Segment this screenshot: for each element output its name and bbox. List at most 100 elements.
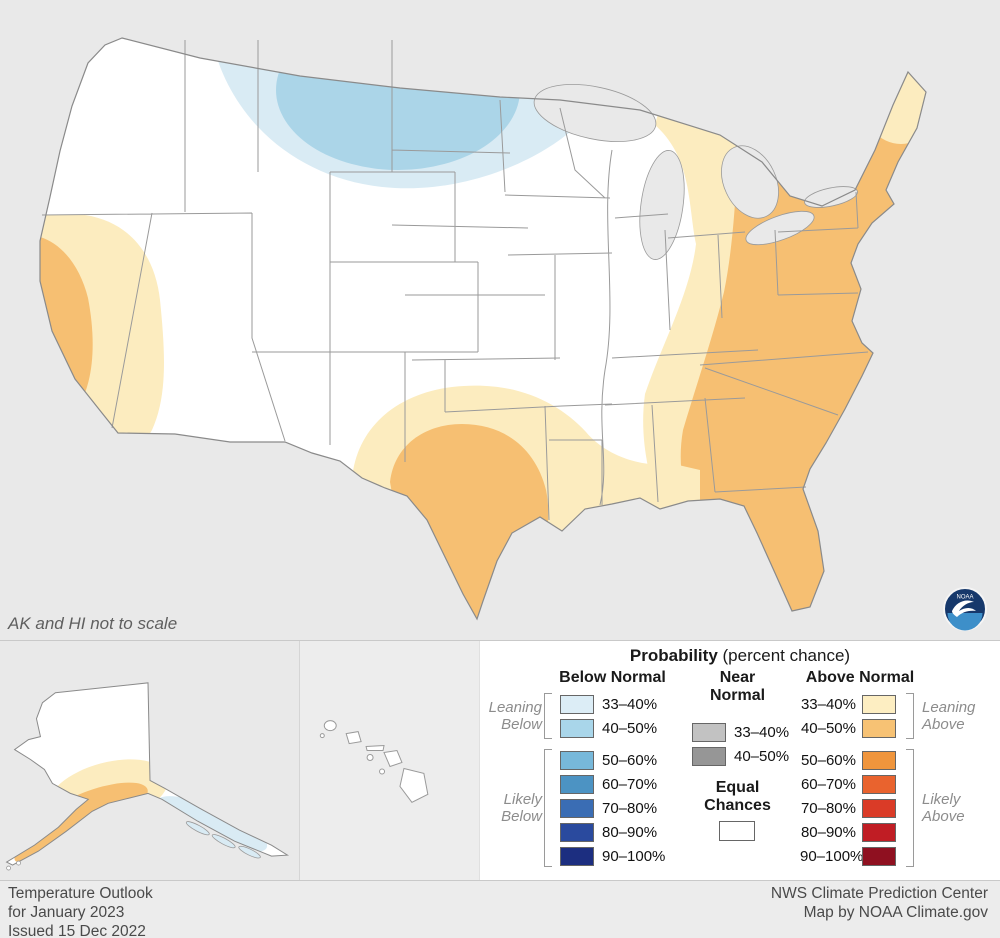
near-normal-rows: 33–40% 40–50% xyxy=(692,721,789,769)
us-outline xyxy=(39,37,927,621)
likely-above-label: Likely Above xyxy=(922,791,965,826)
alaska-inset xyxy=(0,641,300,880)
leaning-below-label: Leaning Below xyxy=(488,699,542,734)
above-40-50-california-region xyxy=(40,234,93,418)
color-swatch xyxy=(560,846,594,866)
color-swatch xyxy=(862,774,896,794)
legend-row: 40–50% xyxy=(800,717,900,739)
footer-credit: Map by NOAA Climate.gov xyxy=(803,903,988,921)
legend-row: 50–60% xyxy=(800,749,900,771)
range-label: 40–50% xyxy=(602,719,658,737)
footer-title: Temperature Outlook xyxy=(8,885,153,902)
range-label: 40–50% xyxy=(800,719,856,737)
range-label: 70–80% xyxy=(800,799,856,817)
aleutian-islands xyxy=(6,860,21,871)
legend-row: 90–100% xyxy=(800,845,900,867)
footer: Temperature Outlook for January 2023 Iss… xyxy=(0,880,1000,938)
conus-map-svg xyxy=(39,37,927,621)
legend-row: 40–50% xyxy=(692,745,789,767)
legend-title: Probability (percent chance) xyxy=(480,646,1000,666)
above-normal-rows: 33–40% 40–50% 50–60% 60–70% 70–80% 80–90… xyxy=(800,693,900,869)
bottom-row: Probability (percent chance) Below Norma… xyxy=(0,640,1000,880)
color-swatch xyxy=(692,746,726,766)
equal-chances-swatch xyxy=(719,821,755,841)
legend: Probability (percent chance) Below Norma… xyxy=(480,641,1000,880)
color-swatch xyxy=(560,750,594,770)
color-swatch xyxy=(692,722,726,742)
below-normal-header: Below Normal xyxy=(559,669,666,686)
color-swatch xyxy=(862,750,896,770)
color-swatch xyxy=(862,718,896,738)
range-label: 33–40% xyxy=(734,723,790,741)
legend-row: 50–60% xyxy=(560,749,665,771)
range-label: 80–90% xyxy=(800,823,856,841)
lake-erie xyxy=(745,210,815,246)
likely-below-label: Likely Below xyxy=(501,791,542,826)
noaa-emblem-icon: NOAA xyxy=(943,587,987,631)
equal-line1: Equal xyxy=(715,779,760,796)
alaska-below-33-40 xyxy=(156,796,268,853)
scale-note: AK and HI not to scale xyxy=(8,614,178,633)
below-normal-rows: 33–40% 40–50% 50–60% 60–70% 70–80% 80–90… xyxy=(560,693,665,869)
near-normal-header: Near Normal xyxy=(690,669,785,705)
color-swatch xyxy=(862,822,896,842)
range-label: 33–40% xyxy=(800,695,856,713)
color-swatch xyxy=(560,774,594,794)
color-swatch xyxy=(560,822,594,842)
alexander-archipelago xyxy=(185,821,261,859)
color-swatch xyxy=(862,798,896,818)
range-label: 60–70% xyxy=(800,775,856,793)
conus-map: AK and HI not to scale NOAA xyxy=(8,37,988,633)
legend-row: 70–80% xyxy=(800,797,900,819)
range-label: 33–40% xyxy=(602,695,658,713)
range-label: 50–60% xyxy=(800,751,856,769)
color-swatch xyxy=(560,694,594,714)
hawaii-map-svg xyxy=(300,641,480,880)
above-normal-header: Above Normal xyxy=(805,669,915,686)
hawaii-inset xyxy=(300,641,480,880)
range-label: 40–50% xyxy=(734,747,790,765)
range-label: 90–100% xyxy=(602,847,666,865)
leaning-above-label: Leaning Above xyxy=(922,699,976,734)
leaning-below-bracket xyxy=(544,693,552,739)
equal-chances-label: Equal Chances xyxy=(690,779,785,815)
range-label: 70–80% xyxy=(602,799,658,817)
alaska-map-svg xyxy=(0,641,300,880)
likely-above-bracket xyxy=(906,749,914,867)
legend-title-bold: Probability xyxy=(629,646,718,665)
equal-line2: Chances xyxy=(704,796,771,814)
near-header-line2: Normal xyxy=(709,686,766,704)
lake-ontario xyxy=(804,186,858,208)
legend-row: 40–50% xyxy=(560,717,665,739)
legend-row: 70–80% xyxy=(560,797,665,819)
range-label: 90–100% xyxy=(800,847,864,865)
legend-row: 60–70% xyxy=(560,773,665,795)
color-swatch xyxy=(862,694,896,714)
alaska-peninsula-above xyxy=(14,814,87,863)
footer-source: NWS Climate Prediction Center xyxy=(770,885,988,902)
legend-row: 80–90% xyxy=(560,821,665,843)
range-label: 50–60% xyxy=(602,751,658,769)
color-swatch xyxy=(560,718,594,738)
legend-row: 60–70% xyxy=(800,773,900,795)
legend-row: 33–40% xyxy=(560,693,665,715)
likely-below-bracket xyxy=(544,749,552,867)
lake-michigan xyxy=(639,150,685,260)
range-label: 60–70% xyxy=(602,775,658,793)
footer-right: NWS Climate Prediction Center Map by NOA… xyxy=(771,885,988,938)
legend-row: 33–40% xyxy=(692,721,789,743)
footer-left: Temperature Outlook for January 2023 Iss… xyxy=(8,885,153,938)
range-label: 80–90% xyxy=(602,823,658,841)
near-header-line1: Near xyxy=(719,669,756,686)
leaning-above-bracket xyxy=(906,693,914,739)
alaska-outline xyxy=(5,682,290,866)
hawaiian-islands xyxy=(319,720,429,803)
noaa-logo: NOAA xyxy=(942,586,988,632)
noaa-label: NOAA xyxy=(956,595,973,601)
legend-row: 90–100% xyxy=(560,845,665,867)
color-swatch xyxy=(560,798,594,818)
color-swatch xyxy=(862,846,896,866)
footer-period: for January 2023 xyxy=(8,903,125,921)
legend-row: 33–40% xyxy=(800,693,900,715)
